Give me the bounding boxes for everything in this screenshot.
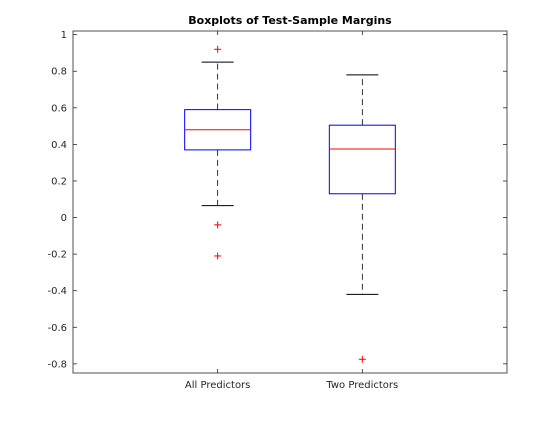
boxes-layer: [184, 45, 396, 363]
x-tick-label: Two Predictors: [325, 380, 398, 391]
y-tick-label: 0.6: [51, 103, 67, 114]
axes-box: [72, 30, 508, 374]
chart-title: Boxplots of Test-Sample Margins: [188, 14, 392, 27]
y-tick-label: 0.2: [51, 176, 67, 187]
outlier-marker: [214, 45, 222, 53]
outlier-marker: [214, 221, 222, 229]
x-axis: All Predictors Two Predictors: [185, 31, 398, 391]
outlier-marker: [358, 355, 366, 363]
y-tick-label: 0.8: [51, 67, 67, 78]
y-tick-label: -0.2: [47, 250, 67, 261]
y-axis: -0.8 -0.6 -0.4 -0.2 0 0.2 0.4 0.6 0.8 1: [47, 30, 507, 370]
box: [328, 124, 396, 195]
box-group: [184, 45, 252, 260]
box-group: [328, 74, 396, 363]
y-tick-label: -0.6: [47, 323, 67, 334]
y-tick-label: -0.8: [47, 359, 67, 370]
outlier-marker: [214, 252, 222, 260]
x-tick-label: All Predictors: [185, 380, 250, 391]
y-tick-label: 1: [61, 30, 67, 41]
y-tick-label: 0: [61, 213, 67, 224]
y-tick-label: 0.4: [51, 140, 67, 151]
y-tick-label: -0.4: [47, 286, 67, 297]
